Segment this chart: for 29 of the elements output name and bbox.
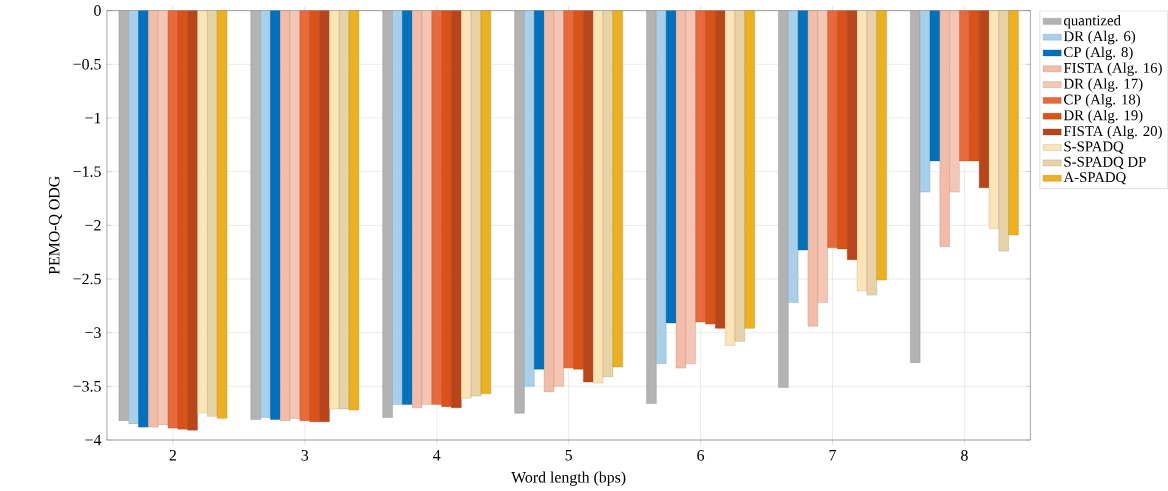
legend-label: DR (Alg. 17) [1063,78,1143,92]
y-tick-label: −1 [85,112,101,124]
y-tick-label: −0.5 [73,58,101,70]
x-tick-label: 7 [829,449,836,461]
y-tick-label: −3.5 [73,380,101,392]
legend-label: A-SPADQ [1063,172,1126,185]
x-tick-label: 8 [961,449,968,461]
x-tick-label: 5 [565,449,572,461]
legend-label: DR (Alg. 6) [1063,30,1136,45]
x-tick-label: 2 [169,449,176,461]
x-tick-label: 3 [301,449,309,461]
legend-label: quantized [1063,14,1121,29]
y-tick-label: −2 [85,220,101,231]
legend-label: S-SPADQ DP [1064,156,1146,169]
legend-label: FISTA (Alg. 20) [1063,125,1162,140]
legend-label: CP (Alg. 18) [1064,94,1141,108]
legend-label: DR (Alg. 19) [1063,109,1143,124]
y-tick-label: −2.5 [73,273,101,285]
x-tick-label: 4 [433,449,441,461]
y-tick-label: 0 [94,5,101,16]
y-tick-label: −4 [85,434,102,446]
y-tick-label: −3 [85,327,101,338]
y-axis-title: PEMO-Q ODG [48,176,62,275]
x-axis-title: Word length (bps) [511,471,626,486]
legend-label: FISTA (Alg. 16) [1063,62,1162,76]
x-tick-label: 6 [697,449,705,461]
y-tick-label: −1.5 [73,166,101,177]
legend-label: CP (Alg. 8) [1064,46,1133,61]
legend-label: S-SPADQ [1064,141,1124,154]
